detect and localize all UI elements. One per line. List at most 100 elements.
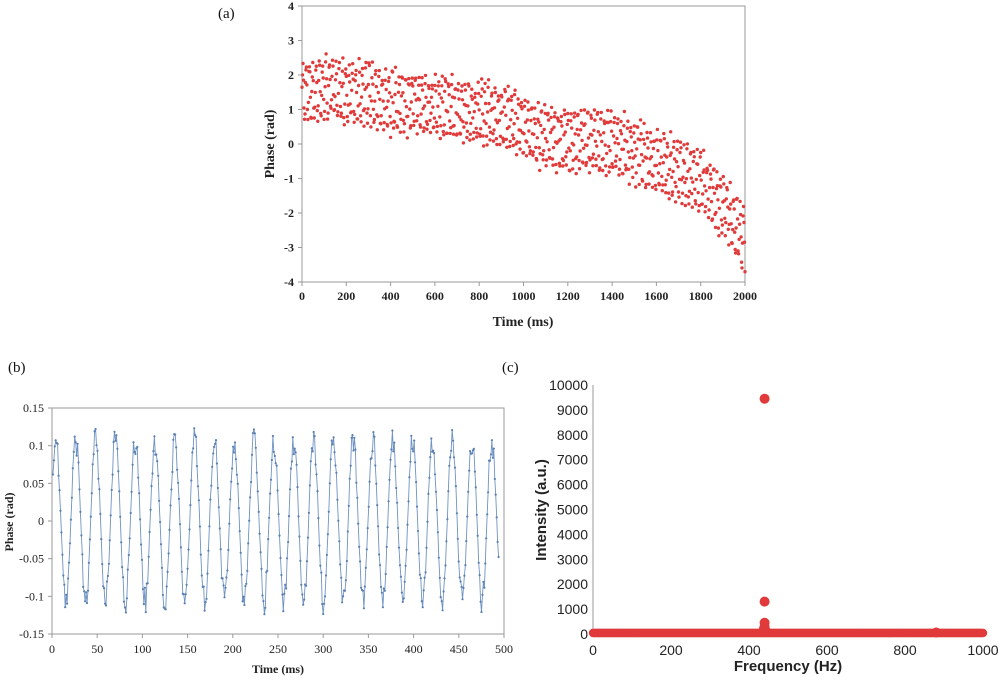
data-point	[424, 571, 427, 574]
data-point	[379, 114, 383, 118]
data-point	[170, 488, 173, 491]
data-point	[105, 580, 109, 583]
data-point	[322, 117, 326, 122]
data-point	[269, 492, 272, 495]
data-point	[431, 105, 435, 109]
data-point	[364, 85, 369, 89]
data-point	[341, 81, 345, 86]
data-point	[666, 172, 670, 177]
data-point	[302, 106, 306, 110]
data-point	[484, 121, 488, 126]
data-point	[437, 80, 441, 84]
data-point	[414, 461, 417, 464]
data-point	[502, 105, 506, 109]
data-point	[497, 555, 500, 559]
data-point	[293, 447, 296, 450]
data-point	[314, 64, 318, 68]
data-point	[568, 169, 572, 173]
data-point	[370, 457, 373, 460]
data-point	[532, 117, 536, 121]
data-point	[592, 108, 597, 112]
data-point	[377, 68, 381, 73]
data-point	[472, 447, 475, 450]
data-point	[308, 70, 312, 74]
data-point	[603, 143, 607, 147]
data-point	[312, 430, 315, 434]
data-point	[346, 119, 350, 124]
data-point	[246, 569, 249, 573]
panel-b: (b) 0 50 100 150 200 250 300 350 400 450 500 0.150…	[2, 360, 513, 676]
data-point	[80, 534, 83, 537]
data-point	[713, 225, 718, 230]
data-point	[359, 120, 363, 124]
data-point	[113, 430, 116, 433]
data-point	[87, 561, 90, 564]
data-point	[488, 459, 492, 462]
x-tick-label: 400	[405, 642, 423, 656]
data-point	[132, 441, 135, 444]
data-point	[508, 139, 512, 144]
data-point	[152, 450, 155, 453]
data-point	[557, 161, 562, 165]
data-point	[330, 439, 333, 442]
data-point	[736, 249, 740, 253]
data-point	[758, 624, 769, 634]
data-point	[362, 124, 366, 128]
y-tick-label: -4	[284, 275, 294, 289]
data-point	[212, 452, 215, 455]
data-point	[564, 163, 568, 167]
data-point	[336, 91, 341, 96]
data-point	[459, 580, 462, 583]
data-point	[477, 561, 480, 564]
data-point	[384, 67, 388, 71]
data-point	[554, 171, 559, 175]
data-point	[126, 568, 129, 571]
data-point	[544, 164, 548, 168]
data-point	[294, 451, 297, 454]
data-point	[687, 189, 692, 193]
data-point	[470, 452, 474, 455]
data-point	[197, 499, 200, 502]
data-point	[298, 535, 301, 538]
data-point	[724, 220, 728, 225]
data-point	[712, 167, 716, 171]
data-point	[157, 474, 160, 477]
data-point	[492, 128, 496, 132]
data-point	[269, 478, 273, 481]
data-point	[470, 87, 474, 91]
data-point	[125, 597, 128, 600]
data-point	[487, 491, 490, 494]
data-point	[177, 481, 180, 484]
data-point	[377, 74, 381, 79]
data-point	[389, 95, 394, 99]
panel-label-b: (b)	[8, 360, 26, 376]
data-point	[325, 101, 329, 105]
data-point	[440, 84, 444, 88]
data-point	[441, 609, 444, 612]
data-point	[651, 146, 656, 151]
data-point	[693, 187, 697, 191]
data-point	[481, 593, 484, 596]
data-point	[148, 530, 151, 534]
data-point	[184, 593, 187, 596]
data-point	[520, 107, 524, 111]
data-point	[495, 516, 498, 519]
data-point	[547, 148, 551, 152]
data-point	[280, 573, 283, 577]
data-point	[348, 477, 351, 480]
data-point	[503, 89, 507, 94]
data-point	[739, 260, 744, 264]
data-point	[629, 125, 633, 130]
data-point	[340, 84, 344, 89]
x-tick-label: 0	[589, 642, 597, 658]
data-point	[394, 465, 397, 468]
data-point	[435, 130, 439, 134]
data-point	[318, 544, 321, 547]
data-point	[263, 613, 266, 616]
data-point	[706, 215, 711, 220]
data-point	[656, 171, 661, 175]
data-point	[644, 156, 649, 160]
data-point	[606, 108, 610, 113]
data-point	[742, 220, 746, 225]
data-point	[322, 97, 326, 102]
